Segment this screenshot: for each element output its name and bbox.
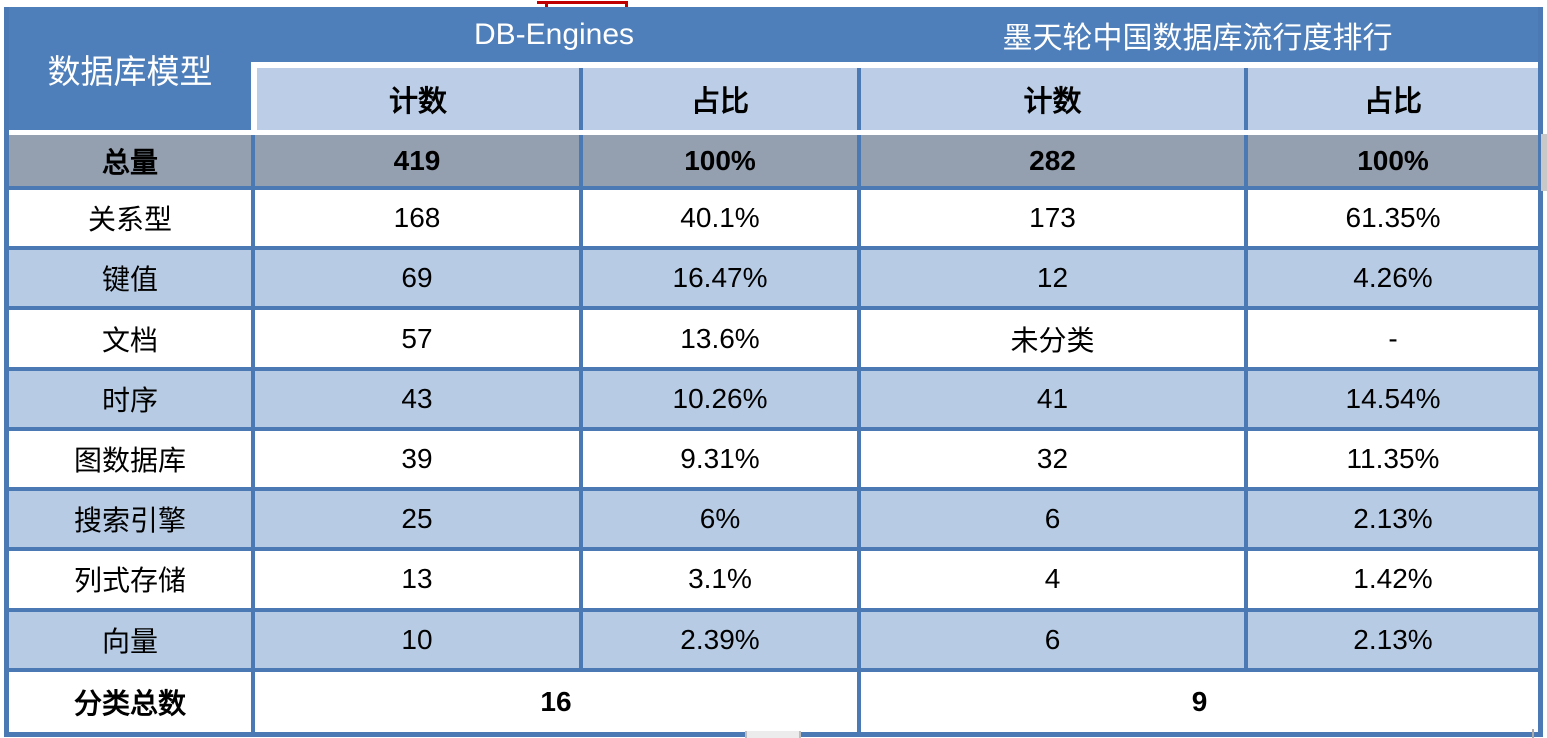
header-gap xyxy=(251,62,1538,68)
table-cell: - xyxy=(1244,310,1538,371)
table-cell: 16.47% xyxy=(579,250,857,311)
table-cell: 9.31% xyxy=(579,430,857,492)
summary-motianlun-category-count: 9 xyxy=(857,671,1538,732)
table-cell: 168 xyxy=(251,190,579,251)
table-cell: 2.39% xyxy=(579,611,857,672)
table-cell: 43 xyxy=(251,370,579,431)
row-label: 时序 xyxy=(9,370,251,431)
table-cell: 14.54% xyxy=(1244,370,1538,431)
group-header-band: DB-Engines 墨天轮中国数据库流行度排行 xyxy=(251,7,1538,62)
total-mt-count: 282 xyxy=(857,135,1244,190)
total-db-share: 100% xyxy=(579,135,857,190)
table-cell: 25 xyxy=(251,491,579,552)
table-cell: 13.6% xyxy=(579,310,857,371)
row-label: 列式存储 xyxy=(9,551,251,612)
subheader-count-db-engines: 计数 xyxy=(251,68,579,130)
header-body-gap xyxy=(9,130,1538,135)
subheader-count-motianlun: 计数 xyxy=(857,68,1244,130)
table-cell: 2.13% xyxy=(1244,611,1538,672)
total-row-label: 总量 xyxy=(9,135,251,190)
table-cell: 10.26% xyxy=(579,370,857,431)
table-cell: 2.13% xyxy=(1244,491,1538,552)
table-cell: 13 xyxy=(251,551,579,612)
subheader-share-motianlun: 占比 xyxy=(1244,68,1538,130)
table-cell: 57 xyxy=(251,310,579,371)
red-tick-right xyxy=(625,1,628,8)
table-cell: 6 xyxy=(857,491,1244,552)
database-model-comparison-table: 数据库模型 DB-Engines 墨天轮中国数据库流行度排行 计数 占比 计数 … xyxy=(4,7,1543,737)
table-cell: 41 xyxy=(857,370,1244,431)
total-mt-share: 100% xyxy=(1244,135,1538,190)
table-cell: 61.35% xyxy=(1244,190,1538,251)
row-label: 搜索引擎 xyxy=(9,491,251,552)
red-tick-left xyxy=(545,1,548,8)
table-cell: 10 xyxy=(251,611,579,672)
table-cell: 12 xyxy=(857,250,1244,311)
table-cell: 4.26% xyxy=(1244,250,1538,311)
row-label: 图数据库 xyxy=(9,430,251,492)
table-cell: 6 xyxy=(857,611,1244,672)
row-label: 向量 xyxy=(9,611,251,672)
table-cell: 11.35% xyxy=(1244,430,1538,492)
row-label: 文档 xyxy=(9,310,251,371)
table-cell: 39 xyxy=(251,430,579,492)
summary-row-label: 分类总数 xyxy=(9,671,251,732)
group-header-motianlun: 墨天轮中国数据库流行度排行 xyxy=(1002,21,1393,55)
table-cell: 未分类 xyxy=(857,310,1244,371)
table-cell: 1.42% xyxy=(1244,551,1538,612)
table-cell: 173 xyxy=(857,190,1244,251)
table-cell: 4 xyxy=(857,551,1244,612)
corner-header-database-model: 数据库模型 xyxy=(9,7,251,130)
row-label: 键值 xyxy=(9,250,251,311)
table-cell: 40.1% xyxy=(579,190,857,251)
bottom-right-artifact xyxy=(1532,729,1534,738)
row-label: 关系型 xyxy=(9,190,251,251)
subheader-share-db-engines: 占比 xyxy=(579,68,857,130)
table-cell: 69 xyxy=(251,250,579,311)
bottom-edge-artifact xyxy=(745,731,801,738)
right-edge-artifact xyxy=(1541,134,1547,191)
red-underline-artifact xyxy=(537,1,628,8)
table-cell: 6% xyxy=(579,491,857,552)
table-cell: 3.1% xyxy=(579,551,857,612)
total-db-count: 419 xyxy=(251,135,579,190)
group-header-db-engines: DB-Engines xyxy=(473,17,635,51)
table-cell: 32 xyxy=(857,430,1244,492)
summary-db-engines-category-count: 16 xyxy=(251,671,857,732)
